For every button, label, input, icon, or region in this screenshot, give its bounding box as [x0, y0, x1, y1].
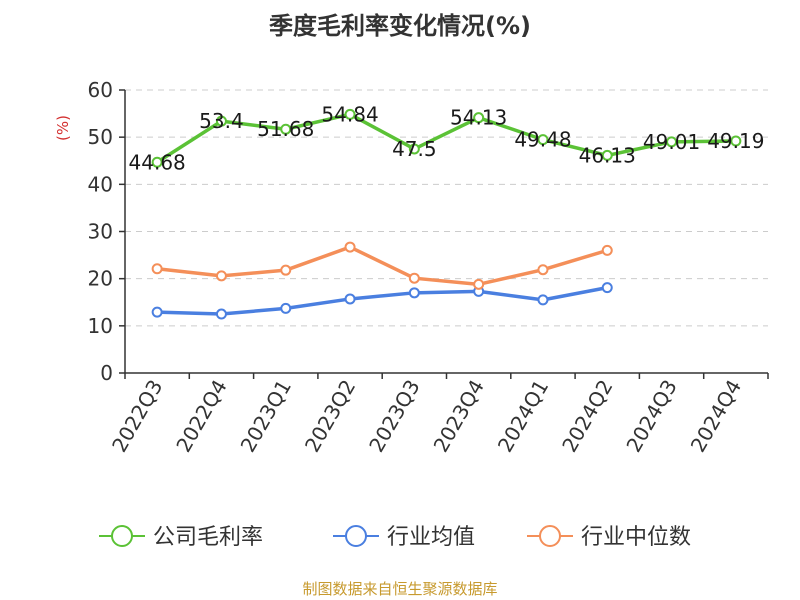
legend-label: 公司毛利率: [153, 525, 263, 550]
legend-marker: [345, 525, 367, 547]
x-tick-label: 2023Q1: [236, 376, 296, 457]
data-point[interactable]: [408, 143, 420, 155]
data-label: 54.13: [450, 106, 507, 130]
data-label: 44.68: [129, 150, 186, 174]
grid-lines: [125, 89, 768, 327]
data-label: 46.13: [579, 143, 636, 167]
series-line: [156, 245, 608, 287]
series-line: [157, 285, 608, 316]
legend-item[interactable]: 行业均值: [333, 525, 475, 550]
x-tick-label: 2024Q3: [621, 376, 681, 457]
x-tick-label: 2022Q4: [171, 376, 231, 457]
series-3: [151, 241, 613, 290]
y-tick-label: 10: [88, 314, 113, 338]
data-point[interactable]: [344, 293, 356, 305]
data-point[interactable]: [280, 302, 292, 314]
x-tick-label: 2022Q3: [107, 376, 167, 457]
y-tick-label: 40: [88, 172, 113, 196]
x-tick-label: 2023Q4: [429, 376, 489, 457]
data-label: 49.01: [643, 130, 700, 154]
data-point[interactable]: [215, 270, 227, 282]
data-label: 51.68: [257, 117, 314, 141]
legend-item[interactable]: 行业中位数: [527, 525, 691, 550]
data-point[interactable]: [151, 156, 163, 168]
data-point[interactable]: [730, 135, 742, 147]
series-1: [151, 108, 742, 168]
series-line: [156, 112, 736, 164]
x-axis-ticks: 2022Q3 2022Q4 2023Q1 2023Q2 2023Q3 2023Q4 2024…: [107, 373, 769, 457]
legend-label: 行业中位数: [581, 525, 691, 550]
data-label: 53.4: [199, 109, 244, 133]
data-label: 47.5: [392, 137, 437, 161]
legend-item[interactable]: 公司毛利率: [99, 525, 263, 550]
x-tick-label: 2024Q1: [493, 376, 553, 457]
data-point[interactable]: [408, 272, 420, 284]
data-point[interactable]: [215, 115, 227, 127]
data-point[interactable]: [473, 278, 485, 290]
data-point[interactable]: [537, 264, 549, 276]
data-labels: 44.68 53.4 51.68 54.84 47.5 54.13 49.48 46.13 49…: [129, 102, 765, 174]
data-point[interactable]: [473, 112, 485, 124]
data-point[interactable]: [601, 149, 613, 161]
x-tick-label: 2023Q2: [300, 376, 360, 457]
legend-marker: [111, 525, 133, 547]
legend[interactable]: 公司毛利率 行业均值 行业中位数: [99, 525, 691, 550]
y-tick-label: 0: [100, 361, 113, 385]
y-tick-label: 60: [88, 78, 113, 102]
data-point[interactable]: [344, 108, 356, 120]
data-point[interactable]: [666, 136, 678, 148]
series-lines: [151, 108, 742, 320]
x-tick-label: 2023Q3: [364, 376, 424, 457]
series-2: [151, 282, 613, 320]
chart-title: 季度毛利率变化情况(%): [269, 12, 531, 40]
data-label: 49.19: [707, 129, 764, 153]
y-tick-label: 20: [88, 267, 113, 291]
data-point[interactable]: [151, 263, 163, 275]
data-point[interactable]: [537, 134, 549, 146]
data-point[interactable]: [601, 282, 613, 294]
data-label: 49.48: [514, 128, 571, 152]
data-point[interactable]: [408, 287, 420, 299]
x-tick-label: 2024Q2: [557, 376, 617, 457]
data-point[interactable]: [280, 123, 292, 135]
data-point[interactable]: [151, 306, 163, 318]
y-axis-ticks: 0 10 20 30 40 50 60: [88, 78, 125, 385]
data-point[interactable]: [344, 241, 356, 253]
data-label: 54.84: [321, 102, 378, 126]
y-tick-label: 50: [88, 125, 113, 149]
source-note: 制图数据来自恒生聚源数据库: [302, 580, 497, 598]
y-axis-unit-label: (%): [54, 115, 72, 141]
legend-label: 行业均值: [387, 525, 475, 550]
x-tick-label: 2024Q4: [686, 376, 746, 457]
legend-marker: [539, 525, 561, 547]
data-point[interactable]: [601, 244, 613, 256]
y-tick-label: 30: [88, 220, 113, 244]
data-point[interactable]: [537, 294, 549, 306]
data-point[interactable]: [280, 264, 292, 276]
data-point[interactable]: [215, 308, 227, 320]
